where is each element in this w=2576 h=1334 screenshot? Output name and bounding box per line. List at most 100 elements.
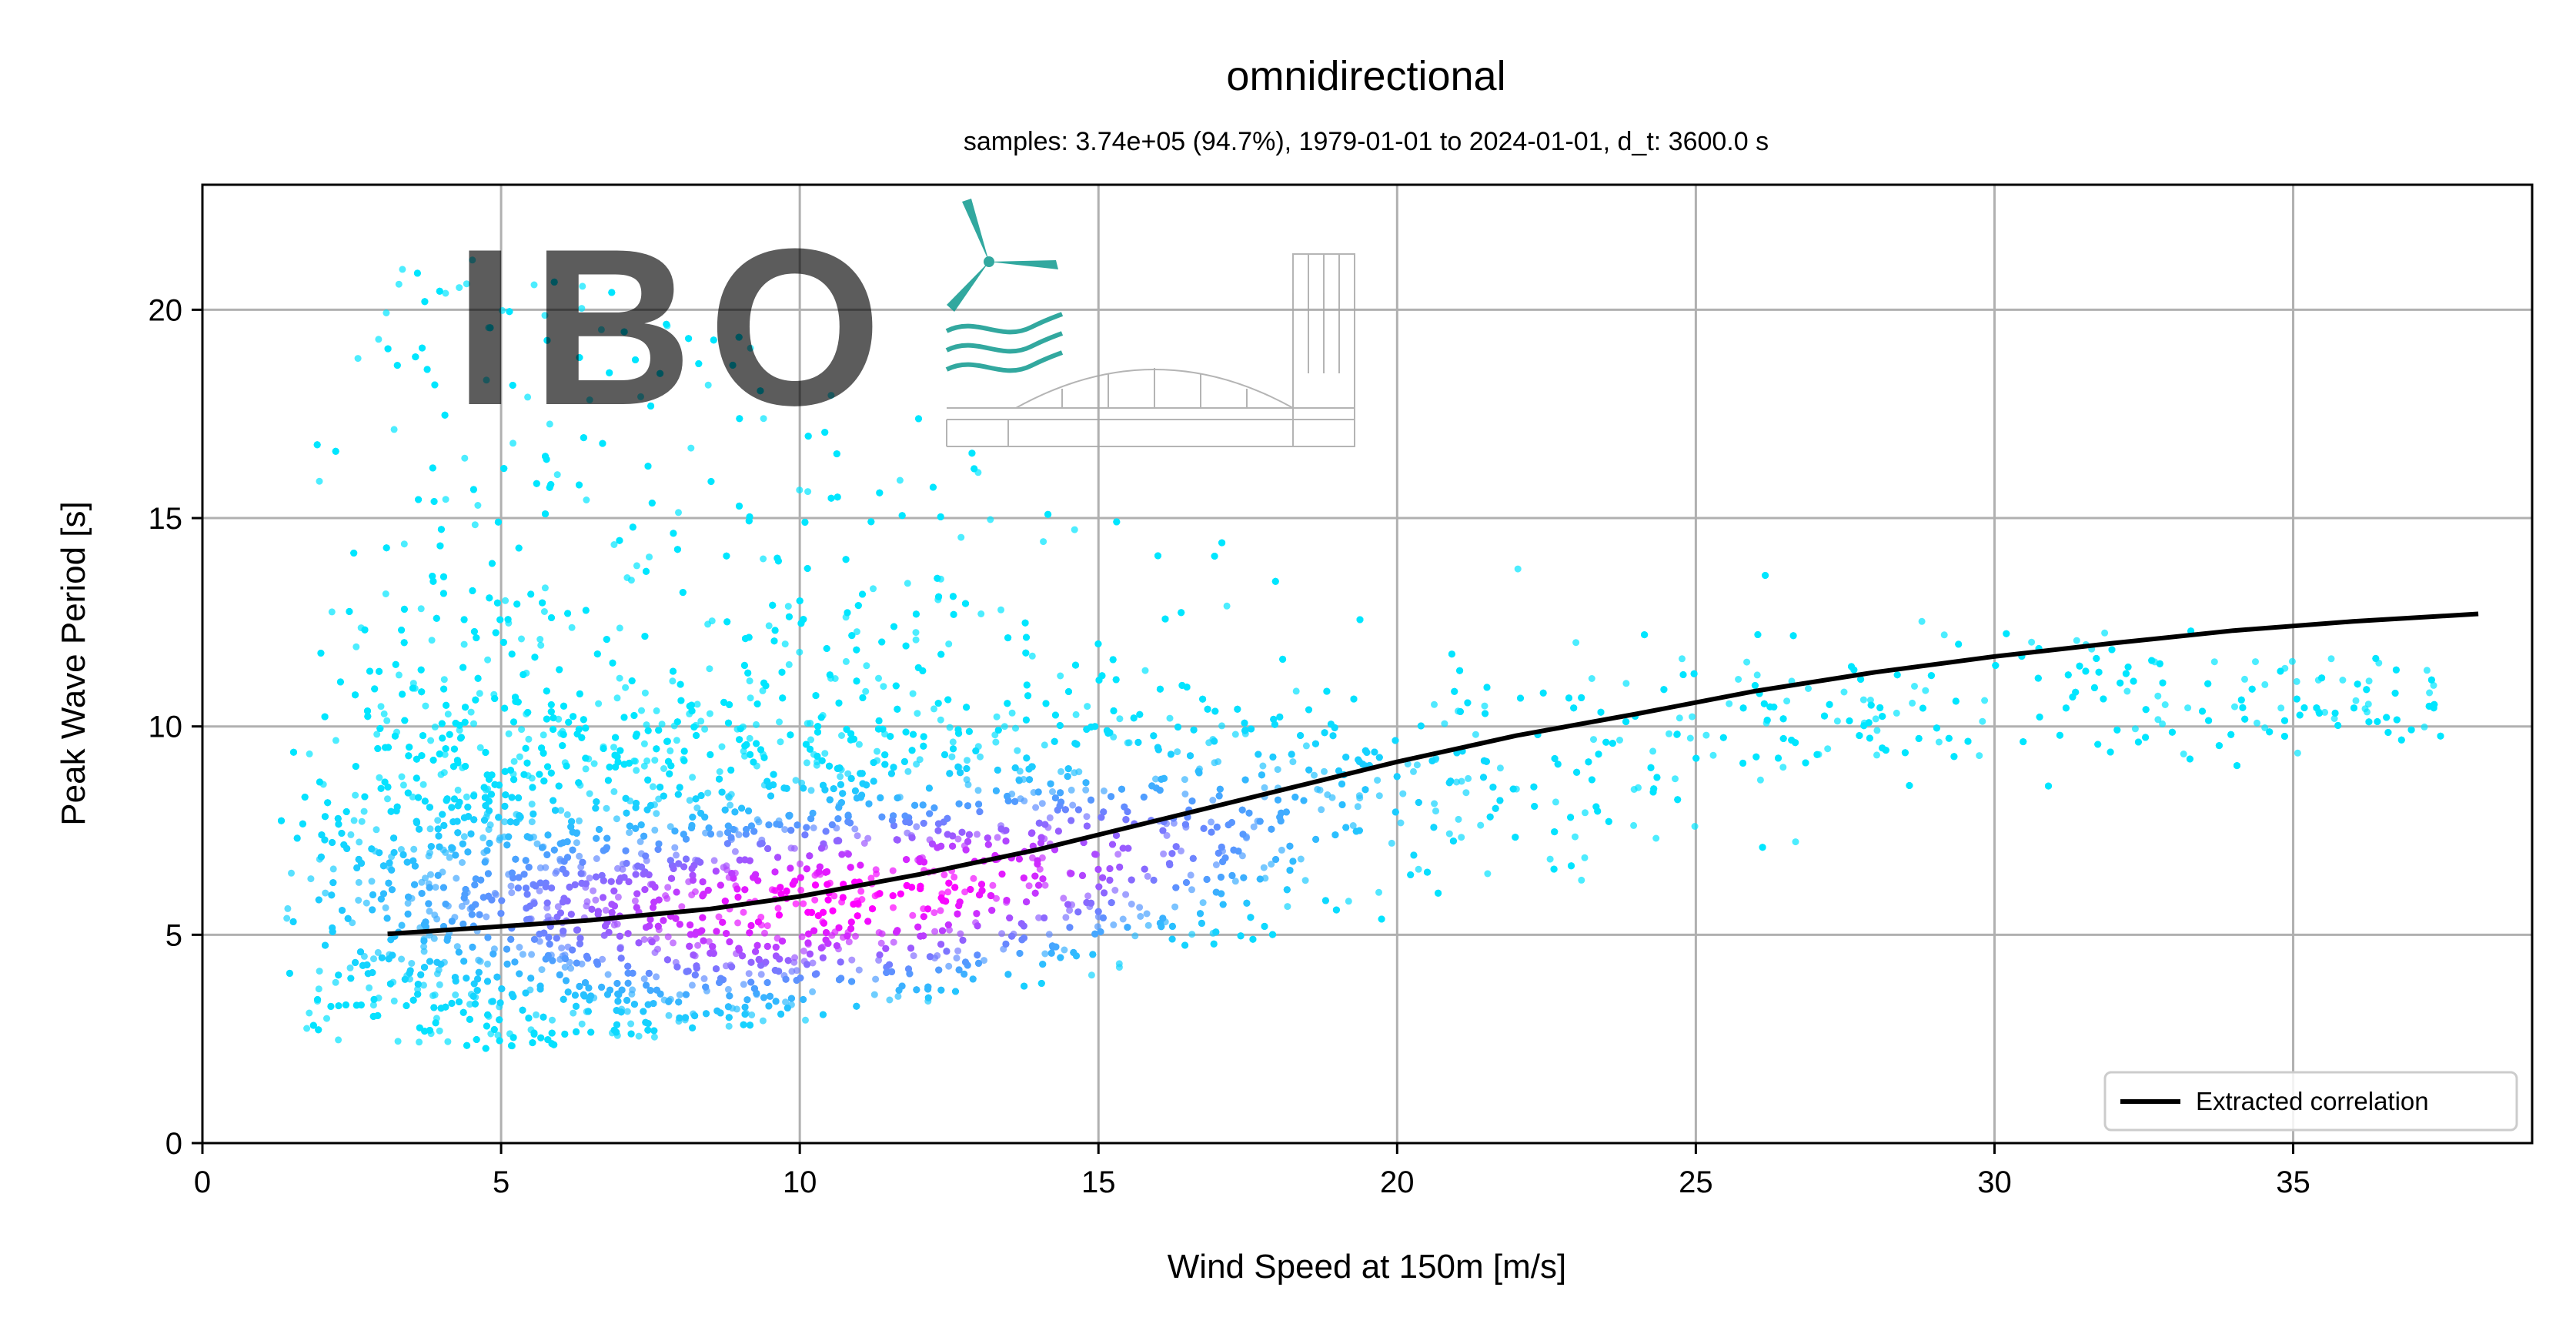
scatter-point [557, 807, 565, 814]
scatter-point [546, 420, 553, 428]
scatter-point [373, 731, 381, 738]
scatter-point [2131, 725, 2139, 733]
scatter-point [613, 694, 621, 702]
scatter-point [1208, 818, 1215, 826]
scatter-point [1028, 652, 1036, 660]
scatter-point [420, 981, 427, 989]
scatter-point [395, 671, 403, 679]
scatter-point [1238, 852, 1246, 860]
scatter-point [673, 737, 680, 744]
scatter-point [1893, 709, 1900, 717]
scatter-point [854, 832, 861, 840]
scatter-point [452, 991, 459, 998]
chart-subtitle: samples: 3.74e+05 (94.7%), 1979-01-01 to… [964, 127, 1769, 156]
scatter-point [2159, 720, 2167, 727]
scatter-point [440, 769, 448, 777]
scatter-point [782, 998, 790, 1006]
scatter-point [1181, 791, 1189, 797]
scatter-point [957, 533, 965, 541]
scatter-point [1297, 855, 1305, 863]
scatter-point [640, 740, 648, 747]
scatter-point [1909, 699, 1916, 707]
scatter-point [460, 640, 468, 648]
scatter-point [507, 882, 515, 890]
scatter-point [459, 859, 466, 866]
scatter-point [653, 707, 660, 714]
scatter-point [528, 951, 536, 958]
scatter-point [974, 831, 981, 838]
scatter-point [533, 1011, 540, 1018]
scatter-point [1833, 717, 1841, 725]
scatter-point [725, 793, 732, 801]
scatter-point [1979, 717, 1986, 725]
scatter-point [431, 911, 439, 919]
scatter-point [2154, 692, 2162, 700]
scatter-point [1100, 787, 1108, 794]
scatter-point [1071, 526, 1078, 533]
scatter-point [604, 971, 612, 978]
scatter-point [688, 981, 696, 989]
scatter-point [791, 954, 799, 961]
scatter-point [510, 440, 516, 447]
scatter-point [461, 454, 469, 462]
scatter-point [383, 309, 390, 316]
scatter-point [627, 1020, 635, 1028]
scatter-point [315, 985, 322, 993]
scatter-point [398, 773, 406, 781]
scatter-point [1036, 865, 1044, 873]
scatter-point [964, 781, 972, 788]
scatter-point [2184, 704, 2192, 712]
scatter-point [2293, 677, 2300, 685]
scatter-point [558, 944, 566, 952]
scatter-point [821, 750, 829, 757]
scatter-point [613, 815, 620, 823]
scatter-point [889, 867, 897, 874]
scatter-point [416, 1038, 423, 1046]
scatter-point [705, 938, 713, 945]
scatter-point [1141, 667, 1149, 674]
scatter-point [1824, 745, 1832, 753]
scatter-point [614, 893, 622, 901]
scatter-point [706, 665, 713, 673]
scatter-point [622, 684, 630, 691]
scatter-point [347, 831, 355, 838]
scatter-point [991, 731, 999, 739]
scatter-point [356, 838, 363, 846]
scatter-point [590, 760, 598, 767]
scatter-point [431, 723, 439, 731]
scatter-point [1432, 807, 1439, 815]
scatter-point [746, 734, 753, 742]
scatter-point [567, 965, 575, 972]
scatter-point [640, 936, 648, 943]
scatter-point [1445, 830, 1453, 838]
scatter-point [1652, 834, 1660, 842]
scatter-point [787, 844, 795, 852]
scatter-point [1458, 834, 1465, 841]
scatter-point [284, 904, 292, 912]
scatter-point [350, 817, 358, 824]
scatter-point [874, 747, 880, 755]
scatter-point [1726, 700, 1733, 707]
scatter-point [444, 1038, 452, 1045]
scatter-point [792, 777, 800, 784]
scatter-point [1012, 724, 1019, 732]
scatter-point [1410, 767, 1417, 775]
scatter-point [1484, 870, 1492, 878]
scatter-point [1289, 758, 1297, 766]
scatter-point [761, 929, 768, 937]
scatter-point [2327, 655, 2335, 663]
scatter-point [1166, 714, 1174, 722]
scatter-point [944, 888, 952, 896]
scatter-point [837, 773, 844, 781]
scatter-point [957, 930, 964, 938]
scatter-point [1404, 761, 1412, 767]
scatter-point [941, 871, 948, 878]
scatter-point [1001, 723, 1008, 731]
scatter-point [597, 326, 605, 333]
scatter-point [2430, 681, 2437, 689]
scatter-point [366, 984, 373, 991]
scatter-point [875, 674, 882, 682]
scatter-point [1084, 892, 1092, 900]
scatter-point [1792, 838, 1799, 846]
scatter-point [2028, 638, 2036, 646]
